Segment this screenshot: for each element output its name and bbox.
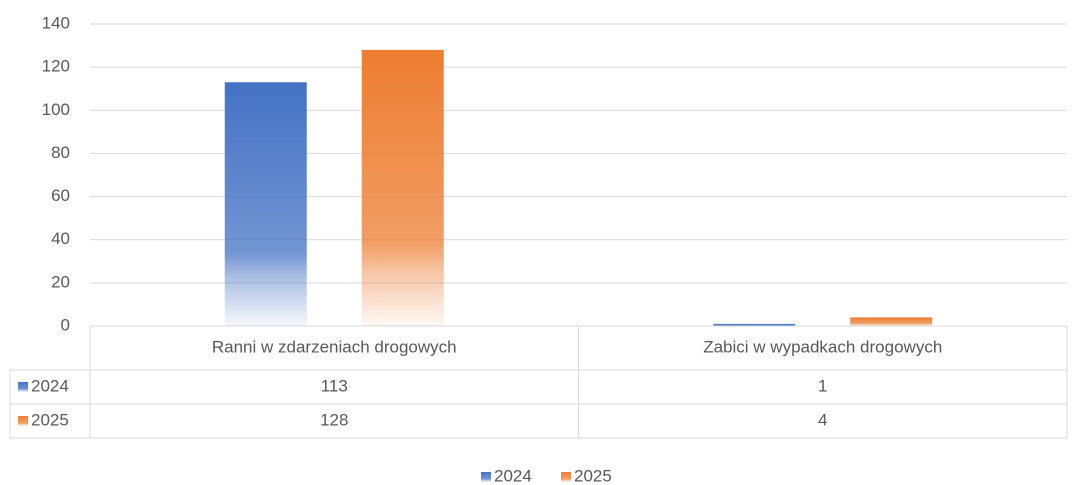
bar xyxy=(713,323,796,326)
y-tick-label: 60 xyxy=(51,186,70,205)
legend-key xyxy=(481,472,491,482)
table-value: 128 xyxy=(320,410,348,429)
x-tick-label: Ranni w zdarzeniach drogowych xyxy=(212,337,457,356)
y-tick-label: 100 xyxy=(42,100,70,119)
table-value: 113 xyxy=(321,376,348,395)
y-tick-label: 20 xyxy=(51,272,70,291)
y-tick-label: 40 xyxy=(51,229,70,248)
table-legend-key xyxy=(18,416,28,426)
y-tick-label: 0 xyxy=(61,315,70,334)
bar xyxy=(850,317,933,326)
legend-label: 2024 xyxy=(494,466,532,485)
table-row-label: 2025 xyxy=(31,410,69,429)
table-value: 4 xyxy=(818,410,827,429)
legend-label: 2025 xyxy=(574,466,612,485)
bar xyxy=(224,82,307,326)
x-tick-label: Zabici w wypadkach drogowych xyxy=(703,337,942,356)
legend-key xyxy=(561,472,571,482)
y-tick-label: 120 xyxy=(42,57,70,76)
table-value: 1 xyxy=(818,376,827,395)
bar xyxy=(361,49,444,327)
table-row-label: 2024 xyxy=(31,376,69,395)
table-legend-key xyxy=(18,382,28,392)
y-tick-label: 80 xyxy=(51,143,70,162)
y-tick-label: 140 xyxy=(42,13,70,32)
